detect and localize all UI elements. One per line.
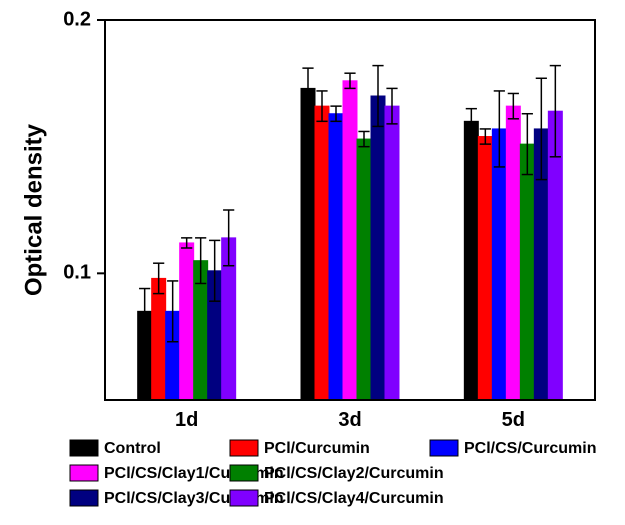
y-axis-label: Optical density xyxy=(20,123,47,296)
legend: Control PCl/Curcumin PCl/CS/Curcumin PCl/CS… xyxy=(70,440,596,507)
bar xyxy=(492,129,506,400)
legend-swatch xyxy=(430,440,458,456)
bar xyxy=(506,106,520,400)
bar xyxy=(520,144,534,400)
legend-swatch xyxy=(70,465,98,481)
legend-label: PCl/Curcumin xyxy=(264,440,370,457)
legend-label: Control xyxy=(104,440,161,457)
legend-label: PCl/CS/Clay2/Curcumin xyxy=(264,465,444,482)
bar xyxy=(301,88,315,400)
bar xyxy=(180,243,194,400)
x-tick-label: 5d xyxy=(502,409,525,431)
legend-label: PCl/CS/Curcumin xyxy=(464,440,596,457)
legend-swatch xyxy=(70,440,98,456)
legend-swatch xyxy=(230,440,258,456)
bar xyxy=(464,121,478,400)
x-tick-label: 3d xyxy=(338,409,361,431)
bar xyxy=(478,137,492,400)
bar xyxy=(385,106,399,400)
y-tick-label: 0.2 xyxy=(63,8,91,30)
bar xyxy=(315,106,329,400)
legend-label: PCl/CS/Clay4/Curcumin xyxy=(264,490,444,507)
x-tick-label: 1d xyxy=(175,409,198,431)
legend-swatch xyxy=(70,490,98,506)
legend-swatch xyxy=(230,465,258,481)
bar xyxy=(329,114,343,400)
bar xyxy=(343,81,357,400)
bar-chart: 0.1 0.2 Optical density 1d 3d 5d Control PCl/Cu… xyxy=(0,0,625,525)
bar xyxy=(357,139,371,400)
bar xyxy=(152,278,166,400)
bar xyxy=(371,96,385,400)
y-tick-label: 0.1 xyxy=(63,262,91,284)
chart-container: 0.1 0.2 Optical density 1d 3d 5d Control PCl/Cu… xyxy=(0,0,625,525)
legend-swatch xyxy=(230,490,258,506)
